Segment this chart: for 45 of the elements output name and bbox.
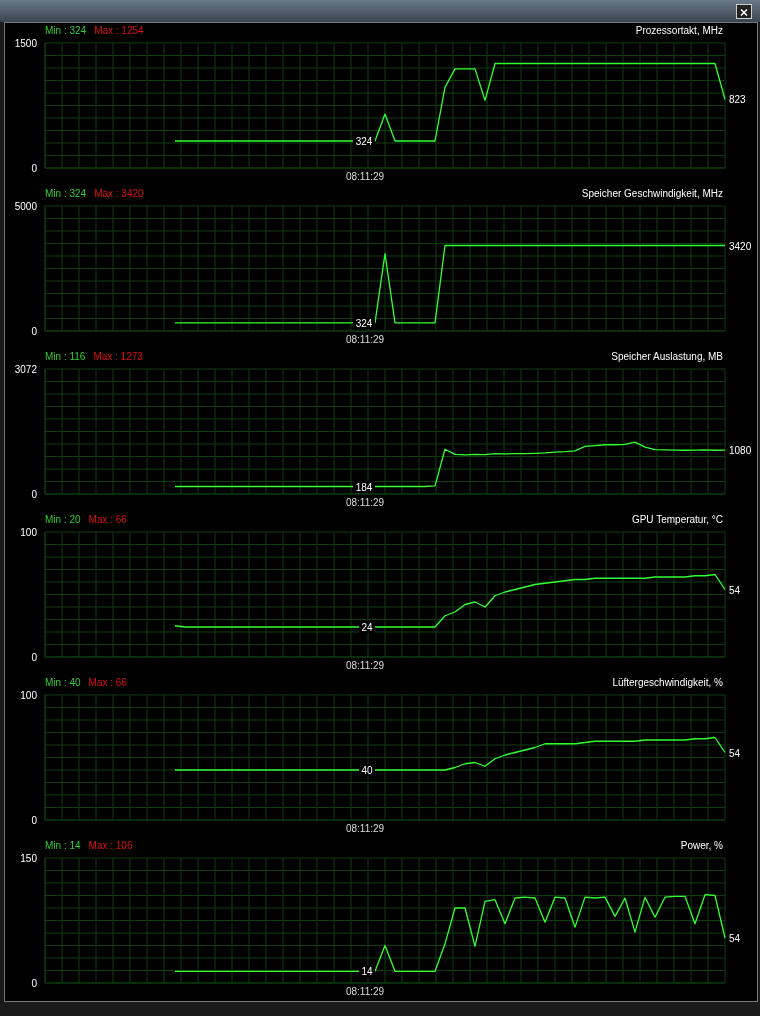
text: Max : 106 <box>88 840 133 851</box>
y-tick-label: 100 <box>20 689 38 701</box>
data-label: 3420 <box>729 240 752 252</box>
y-tick-label: 3072 <box>14 363 38 375</box>
text: Min : 20 <box>45 514 81 525</box>
chart-title: Power, % <box>680 840 723 851</box>
text: Min : 14 <box>45 840 81 851</box>
chart-title: Speicher Auslastung, MB <box>611 351 723 362</box>
text: Max : 3420 <box>94 188 144 199</box>
data-label: 24 <box>361 622 373 633</box>
text: Min : 324 <box>45 188 87 199</box>
text: Max : 1254 <box>94 25 144 36</box>
text: Max : 66 <box>88 677 127 688</box>
data-label: 54 <box>729 933 741 944</box>
text: Max : 66 <box>88 514 127 525</box>
y-tick-label: 1500 <box>14 37 38 49</box>
x-axis-title: 08:11:29 <box>344 171 386 182</box>
text: Max : 1273 <box>93 351 143 362</box>
chart-title: Prozessortakt, MHz <box>635 25 723 36</box>
chart-title: Lüftergeschwindigkeit, % <box>612 677 723 688</box>
x-axis-title: 08:11:29 <box>344 660 386 671</box>
y-tick-label: 5000 <box>14 200 38 212</box>
y-tick-label: 0 <box>31 488 38 500</box>
y-tick-label: 0 <box>31 162 38 174</box>
data-label: 40 <box>361 765 373 776</box>
text: Min : 116 <box>45 351 86 362</box>
x-axis-title: 08:11:29 <box>344 334 386 345</box>
data-label: 1080 <box>729 445 752 457</box>
y-tick-label: 150 <box>20 852 38 864</box>
data-label: 54 <box>729 584 741 596</box>
y-tick-label: 0 <box>31 325 38 337</box>
chart-title: GPU Temperatur, °C <box>631 514 723 525</box>
y-tick-label: 100 <box>20 526 38 538</box>
text: Min : 324 <box>45 25 87 36</box>
x-axis-title: 08:11:29 <box>344 497 386 508</box>
text: Min : 40 <box>45 677 81 688</box>
x-axis-title: 08:11:29 <box>344 823 386 834</box>
y-tick-label: 0 <box>31 977 38 989</box>
y-tick-label: 0 <box>31 814 38 826</box>
x-axis-title: 08:11:29 <box>344 986 386 997</box>
data-label: 54 <box>729 747 741 759</box>
data-label: 14 <box>361 966 373 978</box>
y-tick-label: 0 <box>31 651 38 663</box>
chart-title: Speicher Geschwindigkeit, MHz <box>581 188 723 199</box>
data-label: 823 <box>729 94 747 106</box>
